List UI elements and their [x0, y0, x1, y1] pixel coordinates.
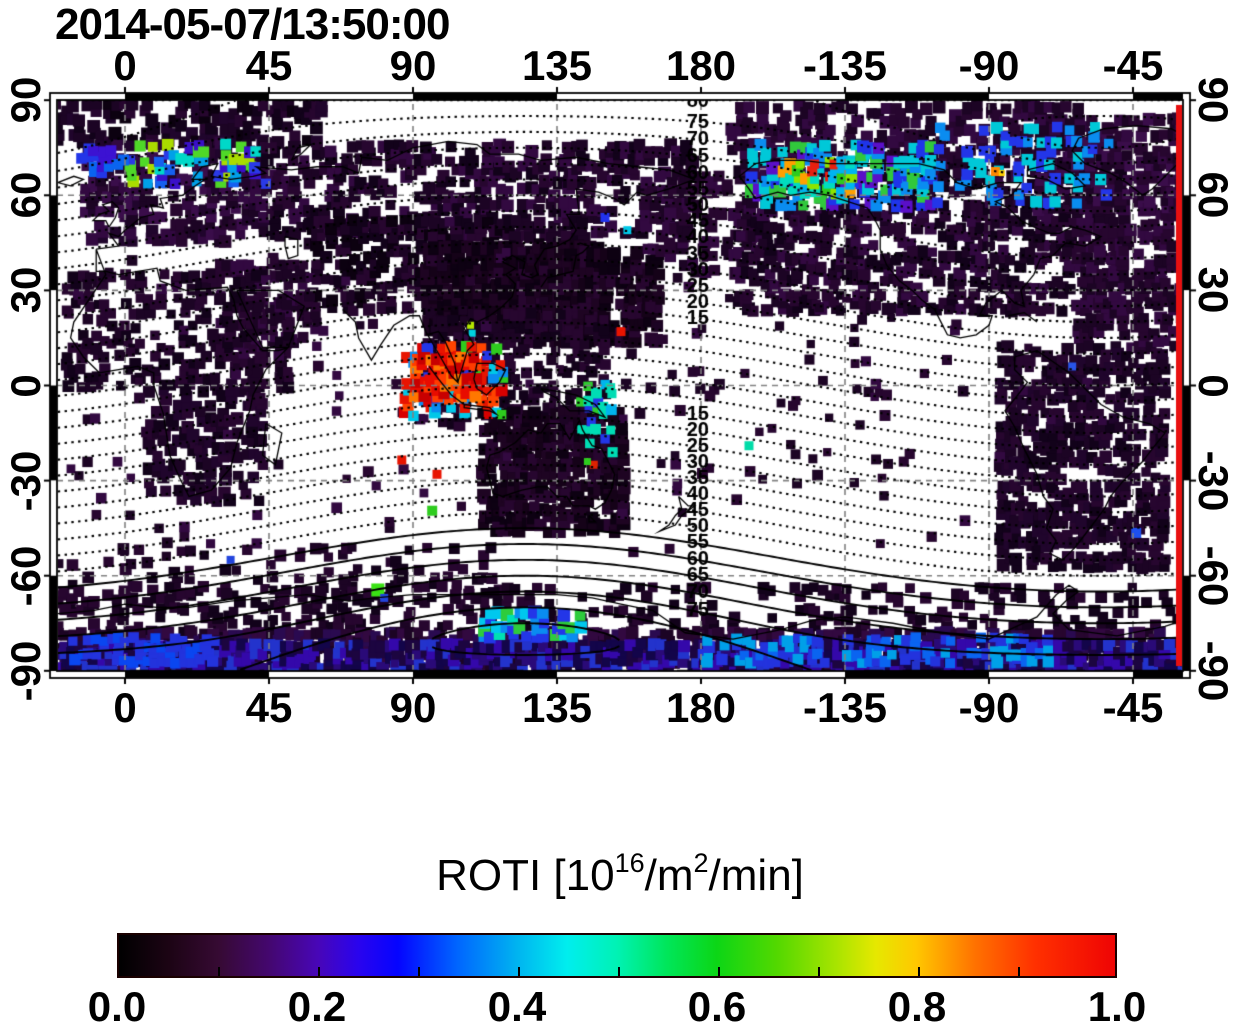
lat-tick-label-right: 0 — [1190, 373, 1237, 398]
lon-tick-label-bottom: -135 — [802, 684, 888, 731]
lat-tick-label-left: 90 — [2, 76, 49, 124]
colorbar-title-text: ROTI [10 — [436, 851, 615, 900]
colorbar-minor-tick — [718, 967, 720, 976]
lon-tick-label-top: -90 — [958, 42, 1020, 89]
colorbar-gradient — [117, 933, 1117, 978]
lat-tick-label-right: 90 — [1190, 76, 1237, 124]
colorbar-tick-label: 0.6 — [687, 983, 747, 1024]
lon-tick-label-top: -135 — [802, 42, 888, 89]
lat-tick-label-right: 30 — [1190, 267, 1237, 314]
lon-tick-label-bottom: -45 — [1102, 684, 1164, 731]
lon-tick-label-bottom: 45 — [245, 684, 293, 731]
colorbar-title-sup16: 16 — [614, 848, 645, 878]
colorbar-title: ROTI [1016/m2/min] — [0, 848, 1240, 901]
colorbar-tick-label: 0.4 — [487, 983, 547, 1024]
colorbar-minor-tick — [818, 967, 820, 976]
lat-tick-label-right: -60 — [1190, 545, 1237, 607]
lon-tick-label-bottom: 90 — [389, 684, 437, 731]
colorbar-minor-tick — [318, 967, 320, 976]
lon-tick-label-top: 90 — [389, 42, 437, 89]
colorbar-minor-tick — [218, 967, 220, 976]
plot-title: 2014-05-07/13:50:00 — [55, 0, 450, 49]
lon-tick-label-bottom: 0 — [113, 684, 137, 731]
colorbar-title-sup2: 2 — [693, 848, 709, 878]
lon-tick-label-bottom: 180 — [665, 684, 737, 731]
colorbar-tick-label: 0.8 — [887, 983, 947, 1024]
colorbar-minor-tick — [618, 967, 620, 976]
lon-tick-label-bottom: -90 — [958, 684, 1020, 731]
colorbar-tick-label: 0.0 — [87, 983, 147, 1024]
colorbar-minor-tick — [1018, 967, 1020, 976]
colorbar-minor-tick — [518, 967, 520, 976]
lat-tick-label-right: -90 — [1190, 640, 1237, 702]
colorbar-minor-tick — [918, 967, 920, 976]
colorbar-tick-label: 0.2 — [287, 983, 347, 1024]
lat-tick-label-left: 30 — [2, 267, 49, 314]
lon-tick-label-top: 135 — [521, 42, 593, 89]
lat-tick-label-left: -60 — [2, 545, 49, 607]
lat-tick-label-left: -90 — [2, 640, 49, 702]
lon-tick-label-bottom: 135 — [521, 684, 593, 731]
lon-tick-label-top: 0 — [113, 42, 137, 89]
lat-tick-label-left: 60 — [2, 171, 49, 219]
lat-tick-label-left: -30 — [2, 450, 49, 511]
lat-tick-label-right: 60 — [1190, 171, 1237, 219]
colorbar-title-min: /min] — [708, 851, 804, 900]
colorbar-tick-label: 1.0 — [1087, 983, 1147, 1024]
colorbar-minor-tick — [418, 967, 420, 976]
lat-tick-label-left: 0 — [2, 373, 49, 398]
colorbar-title-m: /m — [644, 851, 694, 900]
lon-tick-label-top: 45 — [245, 42, 293, 89]
lon-tick-label-top: -45 — [1102, 42, 1164, 89]
lon-tick-label-top: 180 — [665, 42, 737, 89]
lat-tick-label-right: -30 — [1190, 450, 1237, 511]
